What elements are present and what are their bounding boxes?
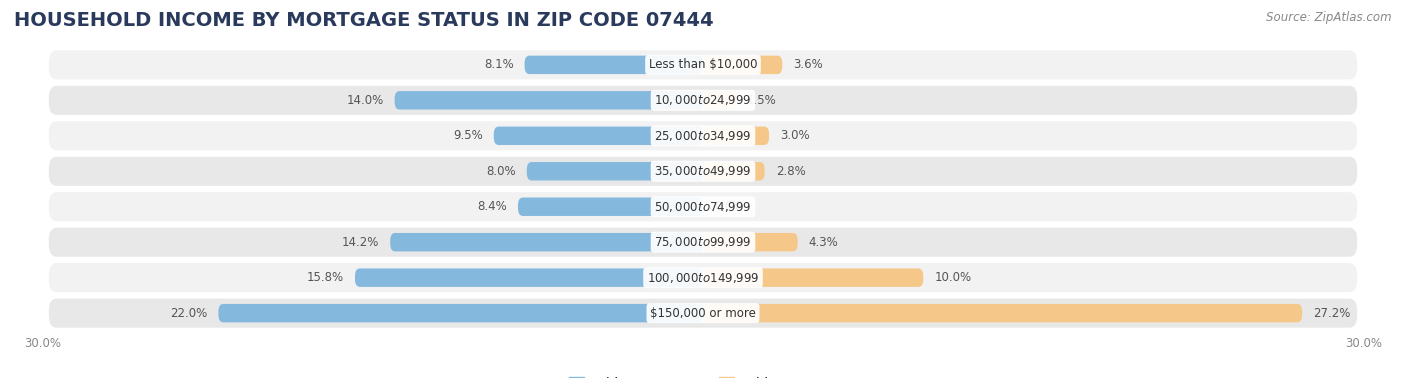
Text: 3.6%: 3.6%	[793, 58, 823, 71]
Text: $25,000 to $34,999: $25,000 to $34,999	[654, 129, 752, 143]
Text: Source: ZipAtlas.com: Source: ZipAtlas.com	[1267, 11, 1392, 24]
FancyBboxPatch shape	[703, 304, 1302, 322]
Text: 8.0%: 8.0%	[486, 165, 516, 178]
FancyBboxPatch shape	[703, 91, 737, 110]
FancyBboxPatch shape	[49, 228, 1357, 257]
Legend: Without Mortgage, With Mortgage: Without Mortgage, With Mortgage	[569, 376, 837, 378]
Text: 4.3%: 4.3%	[808, 236, 838, 249]
FancyBboxPatch shape	[49, 192, 1357, 221]
Text: Less than $10,000: Less than $10,000	[648, 58, 758, 71]
FancyBboxPatch shape	[49, 86, 1357, 115]
FancyBboxPatch shape	[703, 162, 765, 180]
Text: $75,000 to $99,999: $75,000 to $99,999	[654, 235, 752, 249]
Text: 27.2%: 27.2%	[1313, 307, 1351, 320]
FancyBboxPatch shape	[49, 50, 1357, 79]
FancyBboxPatch shape	[703, 233, 797, 251]
FancyBboxPatch shape	[494, 127, 703, 145]
FancyBboxPatch shape	[49, 263, 1357, 292]
FancyBboxPatch shape	[218, 304, 703, 322]
Text: 1.5%: 1.5%	[747, 94, 776, 107]
Text: 0.0%: 0.0%	[714, 200, 744, 213]
FancyBboxPatch shape	[703, 268, 924, 287]
Text: 8.1%: 8.1%	[484, 58, 513, 71]
FancyBboxPatch shape	[354, 268, 703, 287]
Text: $50,000 to $74,999: $50,000 to $74,999	[654, 200, 752, 214]
Text: $150,000 or more: $150,000 or more	[650, 307, 756, 320]
FancyBboxPatch shape	[49, 157, 1357, 186]
FancyBboxPatch shape	[49, 121, 1357, 150]
FancyBboxPatch shape	[49, 299, 1357, 328]
Text: 10.0%: 10.0%	[934, 271, 972, 284]
Text: 14.2%: 14.2%	[342, 236, 380, 249]
FancyBboxPatch shape	[703, 56, 782, 74]
Text: $35,000 to $49,999: $35,000 to $49,999	[654, 164, 752, 178]
Text: 14.0%: 14.0%	[346, 94, 384, 107]
FancyBboxPatch shape	[517, 198, 703, 216]
Text: HOUSEHOLD INCOME BY MORTGAGE STATUS IN ZIP CODE 07444: HOUSEHOLD INCOME BY MORTGAGE STATUS IN Z…	[14, 11, 714, 30]
Text: 2.8%: 2.8%	[776, 165, 806, 178]
Text: $10,000 to $24,999: $10,000 to $24,999	[654, 93, 752, 107]
Text: 8.4%: 8.4%	[477, 200, 508, 213]
Text: 9.5%: 9.5%	[453, 129, 482, 142]
Text: $100,000 to $149,999: $100,000 to $149,999	[647, 271, 759, 285]
Text: 15.8%: 15.8%	[307, 271, 344, 284]
FancyBboxPatch shape	[524, 56, 703, 74]
FancyBboxPatch shape	[395, 91, 703, 110]
Text: 22.0%: 22.0%	[170, 307, 207, 320]
FancyBboxPatch shape	[703, 127, 769, 145]
FancyBboxPatch shape	[527, 162, 703, 180]
FancyBboxPatch shape	[391, 233, 703, 251]
Text: 3.0%: 3.0%	[780, 129, 810, 142]
